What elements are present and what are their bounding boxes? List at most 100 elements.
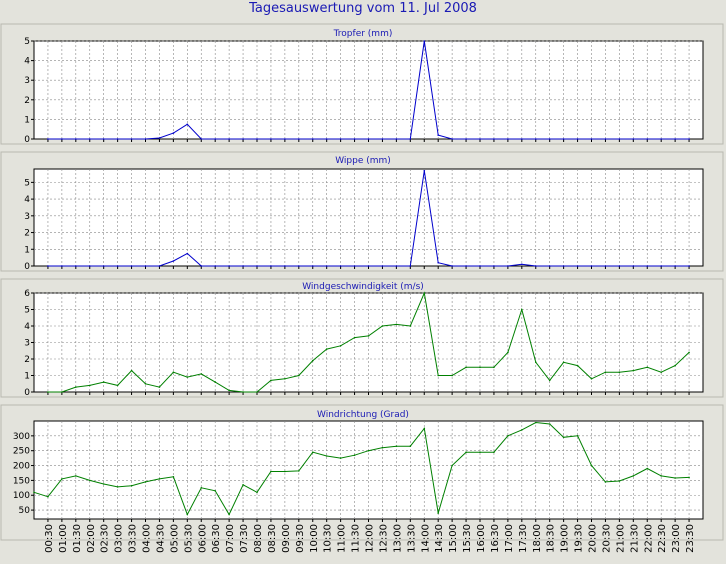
data-point bbox=[493, 451, 495, 454]
data-point bbox=[61, 138, 63, 140]
x-tick-label: 18:00 bbox=[532, 524, 543, 553]
data-point bbox=[298, 265, 300, 267]
data-point bbox=[200, 373, 203, 375]
data-point bbox=[214, 490, 216, 492]
data-point bbox=[548, 379, 551, 382]
data-point bbox=[367, 138, 370, 140]
data-point bbox=[256, 491, 258, 494]
data-point bbox=[228, 265, 230, 267]
data-point bbox=[618, 265, 621, 267]
data-point bbox=[479, 138, 481, 140]
x-tick-label: 07:00 bbox=[225, 524, 236, 553]
data-point bbox=[521, 429, 523, 431]
data-point bbox=[688, 476, 690, 479]
data-point bbox=[228, 513, 230, 516]
data-point bbox=[521, 308, 523, 311]
data-point bbox=[423, 169, 426, 172]
x-tick-label: 16:00 bbox=[476, 524, 487, 553]
x-tick-label: 22:00 bbox=[643, 524, 654, 553]
data-point bbox=[186, 513, 189, 516]
x-tick-label: 04:00 bbox=[142, 524, 153, 553]
data-point bbox=[200, 265, 203, 267]
x-tick-label: 23:30 bbox=[685, 524, 696, 553]
data-point bbox=[479, 451, 481, 454]
y-tick-label: 2 bbox=[24, 355, 30, 365]
data-point bbox=[353, 265, 356, 267]
data-point bbox=[89, 138, 91, 140]
y-tick-label: 3 bbox=[24, 212, 30, 222]
y-tick-label: 6 bbox=[24, 289, 30, 299]
x-tick-label: 09:00 bbox=[281, 524, 292, 553]
data-point bbox=[270, 470, 272, 473]
data-point bbox=[660, 138, 662, 140]
data-point bbox=[688, 351, 690, 354]
data-point bbox=[339, 345, 342, 347]
data-point bbox=[89, 384, 91, 387]
data-point bbox=[381, 265, 384, 267]
data-point bbox=[646, 467, 649, 470]
data-point bbox=[256, 138, 258, 140]
x-tick-label: 04:30 bbox=[155, 524, 166, 553]
data-point bbox=[507, 435, 509, 437]
data-point bbox=[116, 486, 119, 488]
data-point bbox=[548, 138, 551, 140]
data-point bbox=[144, 383, 147, 385]
x-tick-label: 19:00 bbox=[560, 524, 571, 553]
data-point bbox=[437, 374, 440, 377]
data-point bbox=[465, 265, 467, 267]
data-point bbox=[451, 464, 453, 467]
data-point bbox=[61, 478, 63, 480]
data-point bbox=[590, 138, 593, 140]
data-point bbox=[284, 138, 286, 140]
data-point bbox=[116, 265, 119, 267]
data-point bbox=[33, 491, 35, 494]
y-tick-label: 2 bbox=[24, 96, 30, 106]
data-point bbox=[158, 265, 161, 267]
data-point bbox=[367, 335, 370, 337]
data-point bbox=[186, 123, 189, 126]
y-tick-label: 1 bbox=[24, 115, 30, 125]
data-point bbox=[604, 138, 607, 140]
data-point bbox=[325, 455, 328, 457]
y-tick-label: 4 bbox=[24, 57, 30, 67]
data-point bbox=[646, 366, 649, 369]
data-point bbox=[451, 374, 453, 377]
data-point bbox=[144, 138, 147, 140]
data-point bbox=[353, 336, 356, 339]
data-point bbox=[409, 265, 412, 267]
data-point bbox=[451, 138, 453, 140]
data-point bbox=[172, 132, 175, 134]
x-tick-label: 01:00 bbox=[58, 524, 69, 553]
chart-panel-1: Tropfer (mm) 0 1 2 3 4 5 bbox=[0, 23, 724, 145]
data-point bbox=[312, 451, 314, 454]
data-point bbox=[200, 487, 203, 489]
data-point bbox=[353, 138, 356, 140]
x-tick-label: 17:00 bbox=[504, 524, 515, 553]
y-tick-label: 3 bbox=[24, 339, 30, 349]
data-point bbox=[395, 323, 398, 326]
y-tick-label: 0 bbox=[24, 262, 30, 272]
data-point bbox=[284, 378, 286, 380]
y-tick-label: 300 bbox=[13, 432, 30, 442]
y-tick-label: 4 bbox=[24, 195, 30, 205]
data-point bbox=[562, 265, 565, 267]
data-point bbox=[507, 265, 509, 267]
x-tick-label: 09:30 bbox=[295, 524, 306, 553]
data-point bbox=[493, 366, 495, 369]
data-point bbox=[325, 348, 328, 350]
x-tick-label: 02:30 bbox=[100, 524, 111, 553]
panel-frame bbox=[0, 23, 724, 145]
data-point bbox=[102, 483, 105, 485]
data-point bbox=[646, 265, 649, 267]
x-tick-label: 21:30 bbox=[629, 524, 640, 553]
data-point bbox=[576, 364, 579, 367]
x-tick-label: 13:00 bbox=[392, 524, 403, 553]
data-point bbox=[102, 381, 105, 383]
data-point bbox=[116, 138, 119, 140]
data-point bbox=[618, 371, 621, 374]
data-point bbox=[437, 261, 440, 264]
x-tick-label: 19:30 bbox=[574, 524, 585, 553]
data-point bbox=[353, 454, 356, 457]
data-point bbox=[158, 386, 161, 388]
